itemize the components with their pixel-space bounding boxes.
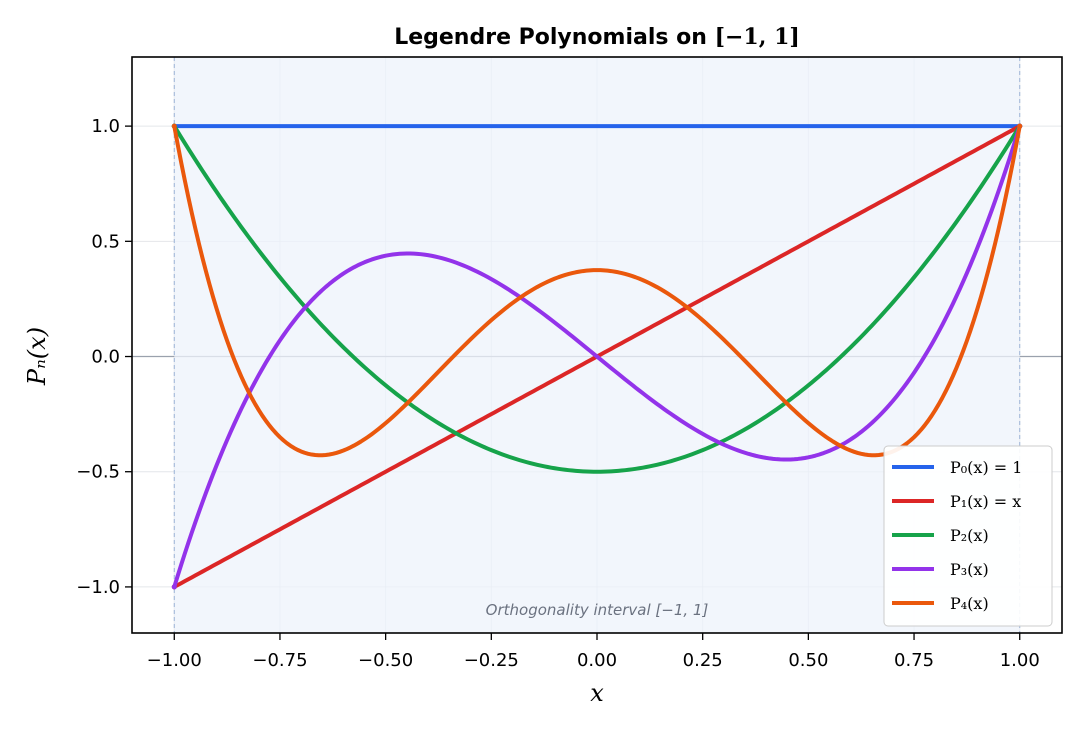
series-endpoint-p3-0 — [171, 584, 177, 590]
legend-label-p3: P₃(x) — [950, 560, 989, 579]
legend-label-p4: P₄(x) — [950, 594, 989, 613]
y-tick-label-4: 1.0 — [91, 116, 120, 137]
x-tick-label-2: −0.50 — [358, 650, 413, 671]
chart-title: Legendre Polynomials on [−1, 1] — [394, 24, 800, 50]
x-tick-label-1: −0.75 — [252, 650, 307, 671]
x-tick-label-7: 0.75 — [894, 650, 934, 671]
orthogonality-annotation: Orthogonality interval [−1, 1] — [486, 601, 709, 619]
series-line-p3 — [172, 124, 1022, 589]
legend: P₀(x) = 1 P₁(x) = x P₂(x) P₃(x) P₄(x) — [883, 445, 1053, 627]
y-axis-label: Pₙ(x) — [23, 327, 51, 386]
legend-label-p0: P₀(x) = 1 — [950, 458, 1022, 477]
y-tick-label-2: 0.0 — [91, 347, 120, 368]
legend-label-p1: P₁(x) = x — [950, 492, 1021, 511]
chart-title-interval: [−1, 1] — [715, 24, 800, 50]
chart-title-prefix: Legendre Polynomials on — [394, 25, 714, 50]
legend-box — [883, 445, 1053, 627]
series-line-p4 — [172, 124, 1022, 458]
series-endpoint-p4-1 — [1017, 123, 1023, 129]
series-lines — [171, 123, 1023, 590]
x-axis-ticks: −1.00 −0.75 −0.50 −0.25 0.00 0.25 0.50 0.75 1.00 — [147, 633, 1040, 671]
x-tick-label-8: 1.00 — [1000, 650, 1040, 671]
x-tick-label-0: −1.00 — [147, 650, 202, 671]
x-tick-label-4: 0.00 — [577, 650, 617, 671]
y-tick-label-3: 0.5 — [91, 231, 120, 252]
legend-label-p2: P₂(x) — [950, 526, 989, 545]
y-axis-ticks: −1.0 −0.5 0.0 0.5 1.0 — [76, 116, 132, 598]
series-line-p2 — [172, 124, 1022, 474]
orthogonality-shade — [173, 57, 1021, 633]
x-axis-label: x — [590, 679, 604, 707]
y-tick-label-1: −0.5 — [76, 462, 120, 483]
series-endpoint-p4-0 — [171, 123, 177, 129]
shaded-interval — [174, 57, 1020, 633]
x-tick-label-6: 0.50 — [788, 650, 828, 671]
x-tick-label-3: −0.25 — [464, 650, 519, 671]
y-tick-label-0: −1.0 — [76, 577, 120, 598]
x-tick-label-5: 0.25 — [683, 650, 723, 671]
